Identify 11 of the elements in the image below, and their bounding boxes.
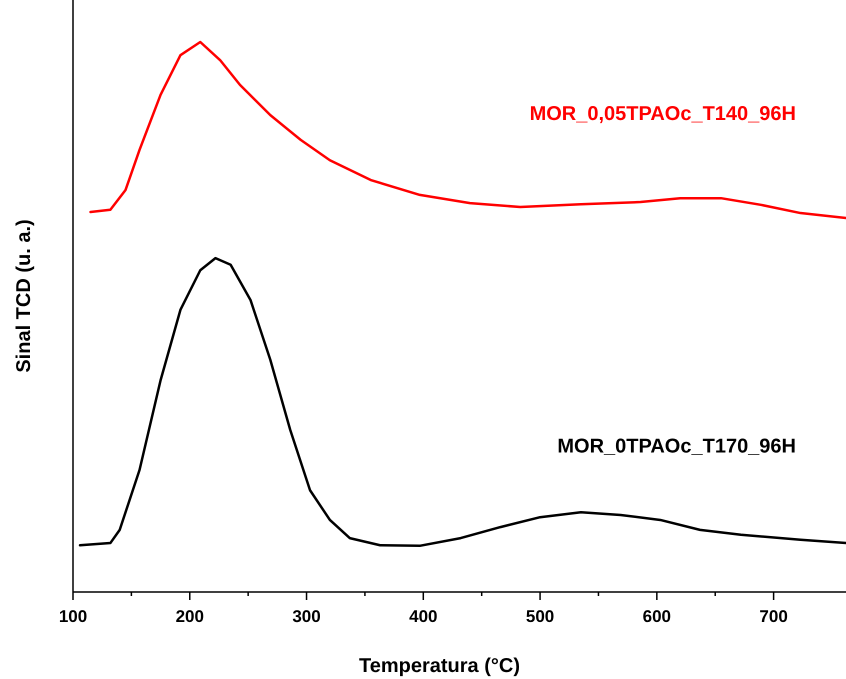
x-tick-label: 700 [759,607,788,626]
y-axis-title: Sinal TCD (u. a.) [13,219,35,373]
x-tick-label: 100 [58,607,88,626]
x-tick-label: 500 [526,607,554,626]
text: MOR_0TPAOc_T170_96H [557,435,796,458]
x-tick-label: 200 [176,607,204,626]
x-tick-label: 300 [292,607,321,626]
x-tick-label: 400 [409,607,438,626]
x-tick-label: 600 [642,607,672,626]
text: MOR_0,05TPAOc_T140_96H [530,103,796,126]
x-axis-title: Temperatura (°C) [359,655,520,677]
